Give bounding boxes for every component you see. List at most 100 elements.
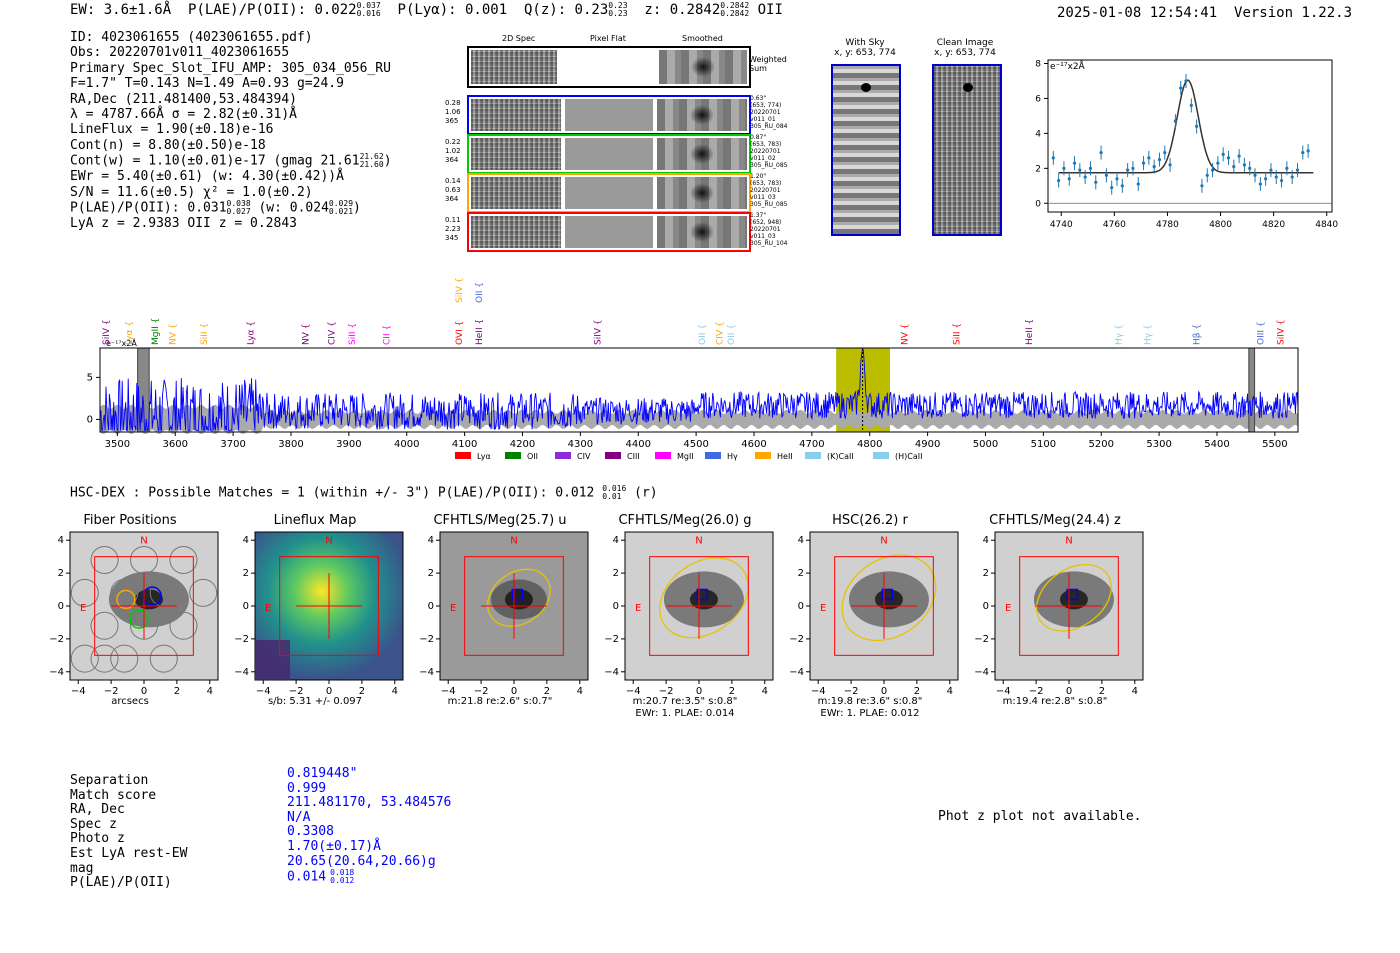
full-xtick-label: 5400: [1204, 439, 1229, 450]
full-xtick-label: 3800: [278, 439, 303, 450]
full-line-label: SiIV {: [1277, 319, 1287, 345]
panel-xtick-label: −4: [441, 686, 456, 697]
legend-swatch: [655, 452, 671, 459]
cutout-row-right-value: (652, 948): [750, 219, 782, 226]
z-hi: 0.2842: [720, 1, 750, 10]
cutout-row-right-value: (653, 783): [750, 180, 782, 187]
compass-e: E: [635, 603, 641, 614]
qz-lo: 0.23: [608, 9, 628, 18]
panel-caption-line: s/b: 5.31 +/- 0.097: [267, 696, 363, 707]
full-xtick-label: 3500: [105, 439, 130, 450]
aperture-ellipse: [1036, 563, 1112, 632]
fiber-circle: [70, 578, 99, 607]
zoom-point: [1179, 86, 1183, 90]
lya-z-line: LyA z = 2.9383 OII z = 0.2843: [70, 216, 297, 232]
panel-xtick-label: −4: [996, 686, 1011, 697]
panel-xtick-label: 2: [544, 686, 550, 697]
legend-swatch: [505, 452, 521, 459]
full-xtick-label: 5300: [1146, 439, 1171, 450]
cutout-2dspec: [471, 138, 561, 170]
full-line-label: SiIV {: [455, 277, 465, 303]
panel-caption-line: m:21.8 re:2.6" s:0.7": [447, 696, 553, 707]
panel-ytick-label: −2: [420, 634, 434, 645]
full-line-label: NV {: [168, 324, 178, 345]
full-xtick-label: 4600: [741, 439, 766, 450]
zoom-point: [1195, 124, 1199, 128]
panel-caption-line: arcsecs: [111, 696, 149, 707]
cutout-row-left-value: 364: [445, 156, 459, 164]
qz-hi: 0.23: [608, 1, 628, 10]
match-table-label: mag: [70, 860, 94, 876]
lineflux-dark: [255, 640, 290, 680]
cutout-row-right-value: 20220701: [750, 109, 781, 116]
with-sky-image: [831, 64, 901, 236]
info-line: RA,Dec (211.481400,53.484394): [70, 91, 297, 107]
panel-xtick-label: 2: [174, 686, 180, 697]
image-panel: N E −4 −2 0 2 4 −4 −2 0 2 4: [235, 531, 404, 697]
aperture-ellipse: [841, 554, 937, 642]
panel-xtick-label: −2: [1029, 686, 1044, 697]
full-xtick-label: 4500: [683, 439, 708, 450]
panel-xtick-label: −2: [659, 686, 674, 697]
zoom-point: [1173, 119, 1178, 123]
full-line-label: Hγ {: [1115, 324, 1125, 345]
zoom-point: [1141, 161, 1146, 165]
zoom-spectrum-chart: 4740 4760 4780 4800 4820 4840 0 2 4 6 8 e⁻¹⁷x2Å: [1035, 59, 1338, 230]
zoom-point: [1258, 182, 1262, 186]
plae-lo: 0.016: [356, 9, 381, 18]
compass-e: E: [1005, 603, 1011, 614]
zoom-point: [1136, 182, 1140, 186]
cutout-row-left-value: 345: [445, 234, 459, 242]
cutout-2dspec: [471, 216, 561, 248]
cutout-pixelflat: [565, 216, 653, 248]
full-xtick-label: 4800: [857, 439, 882, 450]
photz-message: Phot z plot not available.: [938, 809, 1142, 824]
legend-label: OII: [527, 452, 538, 461]
weighted-sum-label: Weighted Sum: [749, 55, 787, 73]
col-header-2dspec: 2D Spec: [502, 34, 536, 43]
full-line-label: NV {: [900, 324, 910, 345]
zoom-point: [1242, 163, 1247, 167]
panel-xtick-label: −2: [104, 686, 119, 697]
panel-title: CFHTLS/Meg(25.7) u: [433, 513, 567, 528]
image-panel: N E −4 −2 0 2 4 −4 −2 0 2 4: [420, 531, 589, 697]
match-marker: [511, 588, 524, 601]
zoom-ytick-label: 0: [1035, 199, 1041, 209]
cutout-row-right: 1.20" (653, 783) 20220701 v011_03 305_RU_085: [750, 173, 795, 208]
full-line-label: NV {: [301, 324, 311, 345]
full-xtick-label: 4100: [452, 439, 477, 450]
full-line-label: SiII {: [953, 323, 963, 345]
panel-xtick-label: 2: [359, 686, 365, 697]
panel-ytick-label: −4: [420, 667, 434, 678]
zoom-xtick-label: 4800: [1209, 220, 1232, 230]
cutout-pixelflat: [565, 138, 653, 170]
cutout-row-right-value: 305_RU_085: [750, 201, 788, 208]
cutout-row-right-value: 305_RU_085: [750, 162, 788, 169]
weighted-2dspec: [471, 50, 557, 84]
panel-ytick-label: −4: [790, 667, 804, 678]
cont-w-line: Cont(w) = 1.10(±0.01)e-17 (gmag 21.6121.…: [70, 152, 392, 170]
legend-label: Lyα: [477, 452, 491, 461]
header-line: EW: 3.6±1.6Å P(LAE)/P(OII): 0.0220.037 0.…: [70, 1, 783, 19]
image-panel: N E −4 −2 0 2 4 −4 −2 0 2 4: [975, 531, 1144, 697]
cutout-row-left: 0.14 0.63 364: [445, 177, 465, 204]
plae-lo: 0.012: [330, 876, 355, 886]
panel-ytick-label: 0: [58, 601, 64, 612]
panel-title: HSC(26.2) r: [832, 513, 908, 528]
panel-caption: s/b: 5.31 +/- 0.097: [220, 696, 410, 708]
compass-e: E: [820, 603, 826, 614]
full-line-label: CIV {: [715, 321, 725, 345]
full-xtick-label: 4900: [915, 439, 940, 450]
cutout-row-right-value: (653, 783): [750, 141, 782, 148]
match-table-label: RA, Dec: [70, 802, 125, 818]
panel-xtick-label: −4: [811, 686, 826, 697]
compass-n: N: [510, 536, 517, 547]
panel-ytick-label: −2: [605, 634, 619, 645]
panel-ytick-label: 4: [243, 535, 249, 546]
panel-xtick-label: 2: [1099, 686, 1105, 697]
cutout-row-right-value: 1.20": [750, 173, 767, 180]
match-table-label: Separation: [70, 773, 149, 788]
fiber-circle: [90, 611, 119, 640]
panel-ytick-label: 2: [428, 568, 434, 579]
info-line: Cont(n) = 8.80(±0.50)e-18: [70, 137, 266, 153]
